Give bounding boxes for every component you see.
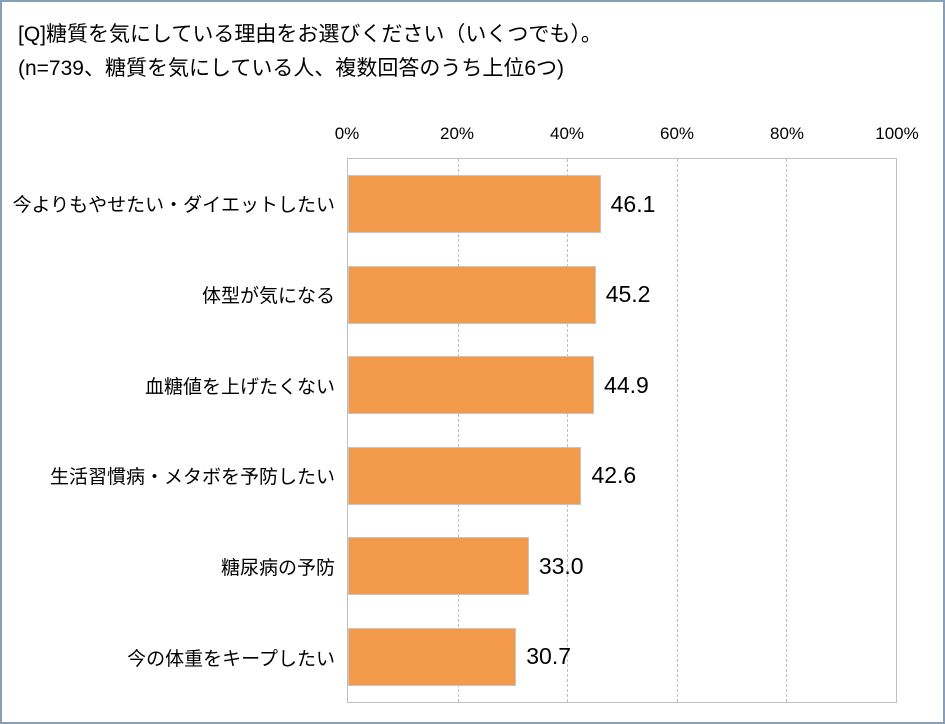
bar-row: 45.2 bbox=[348, 250, 896, 341]
category-label: 今の体重をキープしたい bbox=[127, 649, 335, 671]
x-axis-tick: 20% bbox=[439, 124, 475, 143]
category-label: 糖尿病の予防 bbox=[220, 558, 335, 580]
bar-row: 42.6 bbox=[348, 431, 896, 522]
category-labels: 今よりもやせたい・ダイエットしたい体型が気になる血糖値を上げたくない生活習慣病・… bbox=[2, 158, 347, 703]
bar-row: 46.1 bbox=[348, 159, 896, 250]
bar-row: 44.9 bbox=[348, 340, 896, 431]
bar bbox=[348, 627, 517, 686]
category-label: 血糖値を上げたくない bbox=[144, 376, 335, 398]
x-axis-ticks: 0% 20% 40% 60% 80% 100% bbox=[335, 124, 919, 150]
gridline bbox=[457, 159, 459, 702]
x-axis-tick: 80% bbox=[769, 124, 805, 143]
bar bbox=[348, 356, 595, 415]
bar bbox=[348, 446, 582, 505]
x-axis-tick: 0% bbox=[334, 124, 360, 143]
gridline bbox=[786, 159, 788, 702]
value-label: 42.6 bbox=[591, 462, 637, 489]
bar bbox=[348, 265, 596, 324]
bar bbox=[348, 175, 601, 234]
bar bbox=[348, 537, 529, 596]
value-label: 33.0 bbox=[538, 552, 584, 579]
category-label: 体型が気になる bbox=[201, 285, 335, 307]
plot-area: 46.1 45.2 44.9 42.6 33.0 30.7 bbox=[347, 158, 897, 703]
x-axis: 0% 20% 40% 60% 80% 100% bbox=[2, 124, 943, 150]
value-label: 46.1 bbox=[610, 190, 656, 217]
value-label: 45.2 bbox=[605, 281, 651, 308]
bar-row: 30.7 bbox=[348, 612, 896, 703]
value-label: 44.9 bbox=[604, 371, 649, 398]
x-axis-tick: 100% bbox=[875, 124, 919, 143]
gridline bbox=[676, 159, 678, 702]
bar-chart: 今よりもやせたい・ダイエットしたい体型が気になる血糖値を上げたくない生活習慣病・… bbox=[2, 158, 943, 703]
category-label: 生活習慣病・メタボを予防したい bbox=[49, 467, 335, 489]
chart-title-line1: [Q]糖質を気にしている理由をお選びください（いくつでも）。 bbox=[18, 23, 602, 46]
bar-row: 33.0 bbox=[348, 521, 896, 612]
x-axis-tick: 40% bbox=[549, 124, 585, 143]
gridline bbox=[567, 159, 569, 702]
category-label: 今よりもやせたい・ダイエットしたい bbox=[12, 194, 335, 216]
value-label: 30.7 bbox=[526, 643, 571, 670]
chart-title: [Q]糖質を気にしている理由をお選びください（いくつでも）。 (n=739、糖質… bbox=[2, 2, 943, 86]
chart-title-line2: (n=739、糖質を気にしている人、複数回答のうち上位6つ) bbox=[18, 57, 565, 80]
x-axis-tick: 60% bbox=[659, 124, 695, 143]
